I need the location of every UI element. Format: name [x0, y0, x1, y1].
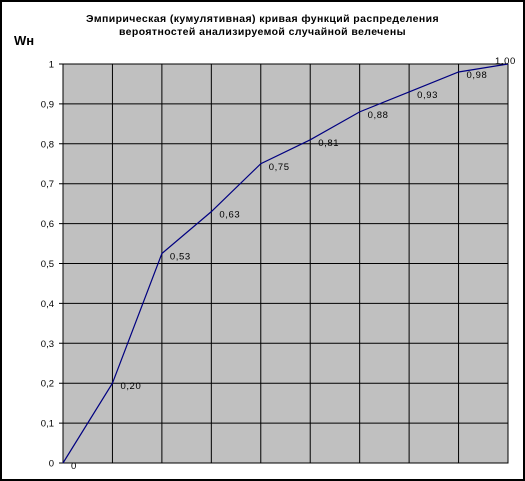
data-label-7: 0,93	[417, 90, 438, 101]
data-label-9: 1,00	[495, 56, 516, 67]
y-tick-label-4: 0,4	[41, 299, 54, 310]
y-tick-label-0: 0	[49, 459, 54, 470]
y-tick-label-6: 0,6	[41, 219, 54, 230]
y-tick-label-3: 0,3	[41, 339, 54, 350]
y-tick-label-8: 0,8	[41, 139, 54, 150]
chart-title: Эмпирическая (кумулятивная) кривая функц…	[0, 13, 525, 39]
y-tick-labels: 0 0,1 0,2 0,3 0,4 0,5 0,6 0,7 0,8 0,9 1	[41, 60, 54, 470]
data-label-1: 0,20	[120, 381, 141, 392]
data-label-4: 0,75	[269, 162, 290, 173]
chart-title-line-1: Эмпирическая (кумулятивная) кривая функц…	[85, 13, 439, 25]
data-label-5: 0,81	[318, 138, 339, 149]
data-label-2: 0,53	[170, 252, 191, 263]
data-label-8: 0,98	[467, 70, 488, 81]
y-tick-label-10: 1	[49, 60, 54, 71]
y-tick-label-9: 0,9	[41, 99, 54, 110]
horizontal-gridlines	[59, 63, 508, 464]
y-tick-label-1: 0,1	[41, 419, 54, 430]
data-labels: 0 0,20 0,53 0,63 0,75 0,81 0,88 0,93 0,98 1,00	[71, 56, 516, 472]
chart-title-line-2: вероятностей анализируемой случайной вел…	[118, 26, 407, 38]
cumulative-line	[62, 63, 509, 464]
y-tick-label-5: 0,5	[41, 259, 54, 270]
y-tick-label-7: 0,7	[41, 179, 54, 190]
data-label-0: 0	[71, 461, 77, 472]
data-label-6: 0,88	[368, 110, 389, 121]
y-axis-label: Wн	[14, 33, 35, 48]
y-tick-label-2: 0,2	[41, 379, 54, 390]
data-label-3: 0,63	[219, 210, 240, 221]
